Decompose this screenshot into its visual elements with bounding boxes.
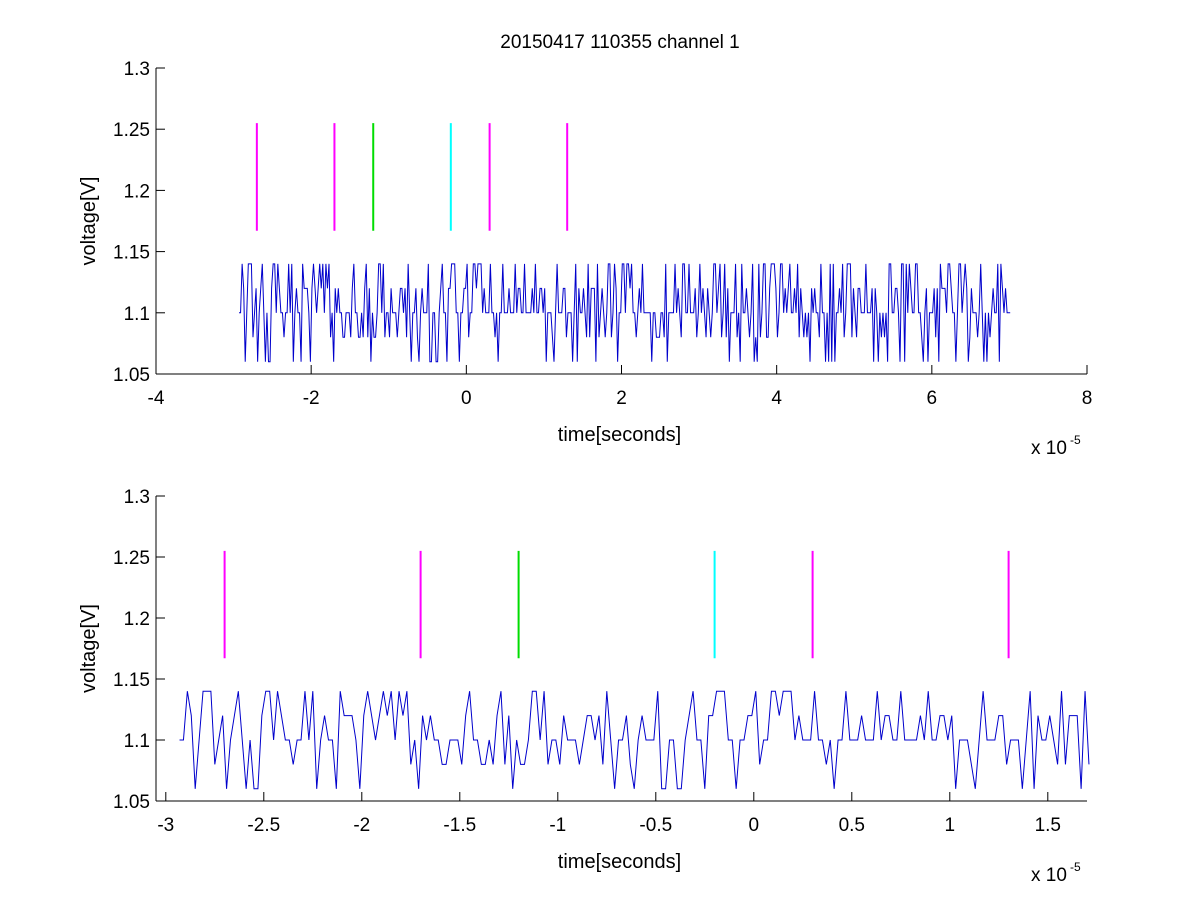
x-exponent-label: x 10 bbox=[1031, 438, 1067, 459]
x-tick-label: 6 bbox=[927, 388, 938, 409]
y-tick-label: 1.05 bbox=[113, 365, 150, 386]
x-tick-label: -2 bbox=[303, 388, 320, 409]
x-tick-label: -3 bbox=[157, 815, 174, 836]
y-tick-label: 1.15 bbox=[113, 670, 150, 691]
y-tick-label: 1.3 bbox=[124, 487, 150, 508]
bottom-plot-panel: 1.05 1.1 1.15 1.2 1.25 1.3 -3 -2.5 -2 -1.5 -1 -0.5 0… bbox=[78, 487, 1090, 886]
y-axis-label: voltage[V] bbox=[78, 177, 100, 266]
x-tick-label: 2 bbox=[616, 388, 627, 409]
x-tick-label: 0.5 bbox=[839, 815, 865, 836]
y-tick-label: 1.25 bbox=[113, 120, 150, 141]
x-axis-label: time[seconds] bbox=[558, 851, 681, 873]
x-exponent-label: x 10 bbox=[1031, 865, 1067, 886]
x-tick-label: -0.5 bbox=[639, 815, 672, 836]
y-tick-label: 1.2 bbox=[124, 181, 150, 202]
x-exponent-superscript: -5 bbox=[1070, 860, 1081, 874]
x-tick-label: 1 bbox=[945, 815, 956, 836]
x-tick-label: 1.5 bbox=[1035, 815, 1061, 836]
signal-series-line bbox=[179, 690, 1090, 790]
signal-series-line bbox=[239, 263, 1011, 363]
x-tick-label: 0 bbox=[749, 815, 760, 836]
x-tick-label: 8 bbox=[1082, 388, 1093, 409]
x-tick-label: 0 bbox=[461, 388, 472, 409]
y-tick-label: 1.1 bbox=[124, 304, 150, 325]
y-tick-label: 1.25 bbox=[113, 548, 150, 569]
x-tick-label: 4 bbox=[771, 388, 782, 409]
y-tick-label: 1.15 bbox=[113, 243, 150, 264]
x-tick-label: -4 bbox=[148, 388, 165, 409]
y-tick-label: 1.05 bbox=[113, 792, 150, 813]
y-tick-label: 1.3 bbox=[124, 59, 150, 80]
x-tick-label: -1 bbox=[549, 815, 566, 836]
top-plot-panel: 1.05 1.1 1.15 1.2 1.25 1.3 -4 -2 0 2 4 6 8 time[secon… bbox=[78, 59, 1092, 459]
y-tick-label: 1.2 bbox=[124, 609, 150, 630]
y-axis-label: voltage[V] bbox=[78, 604, 100, 693]
x-axis-label: time[seconds] bbox=[558, 424, 681, 446]
chart-title: 20150417 110355 channel 1 bbox=[500, 32, 740, 53]
x-tick-label: -2.5 bbox=[247, 815, 280, 836]
x-tick-label: -1.5 bbox=[443, 815, 476, 836]
y-tick-label: 1.1 bbox=[124, 731, 150, 752]
x-tick-label: -2 bbox=[353, 815, 370, 836]
x-exponent-superscript: -5 bbox=[1070, 433, 1081, 447]
